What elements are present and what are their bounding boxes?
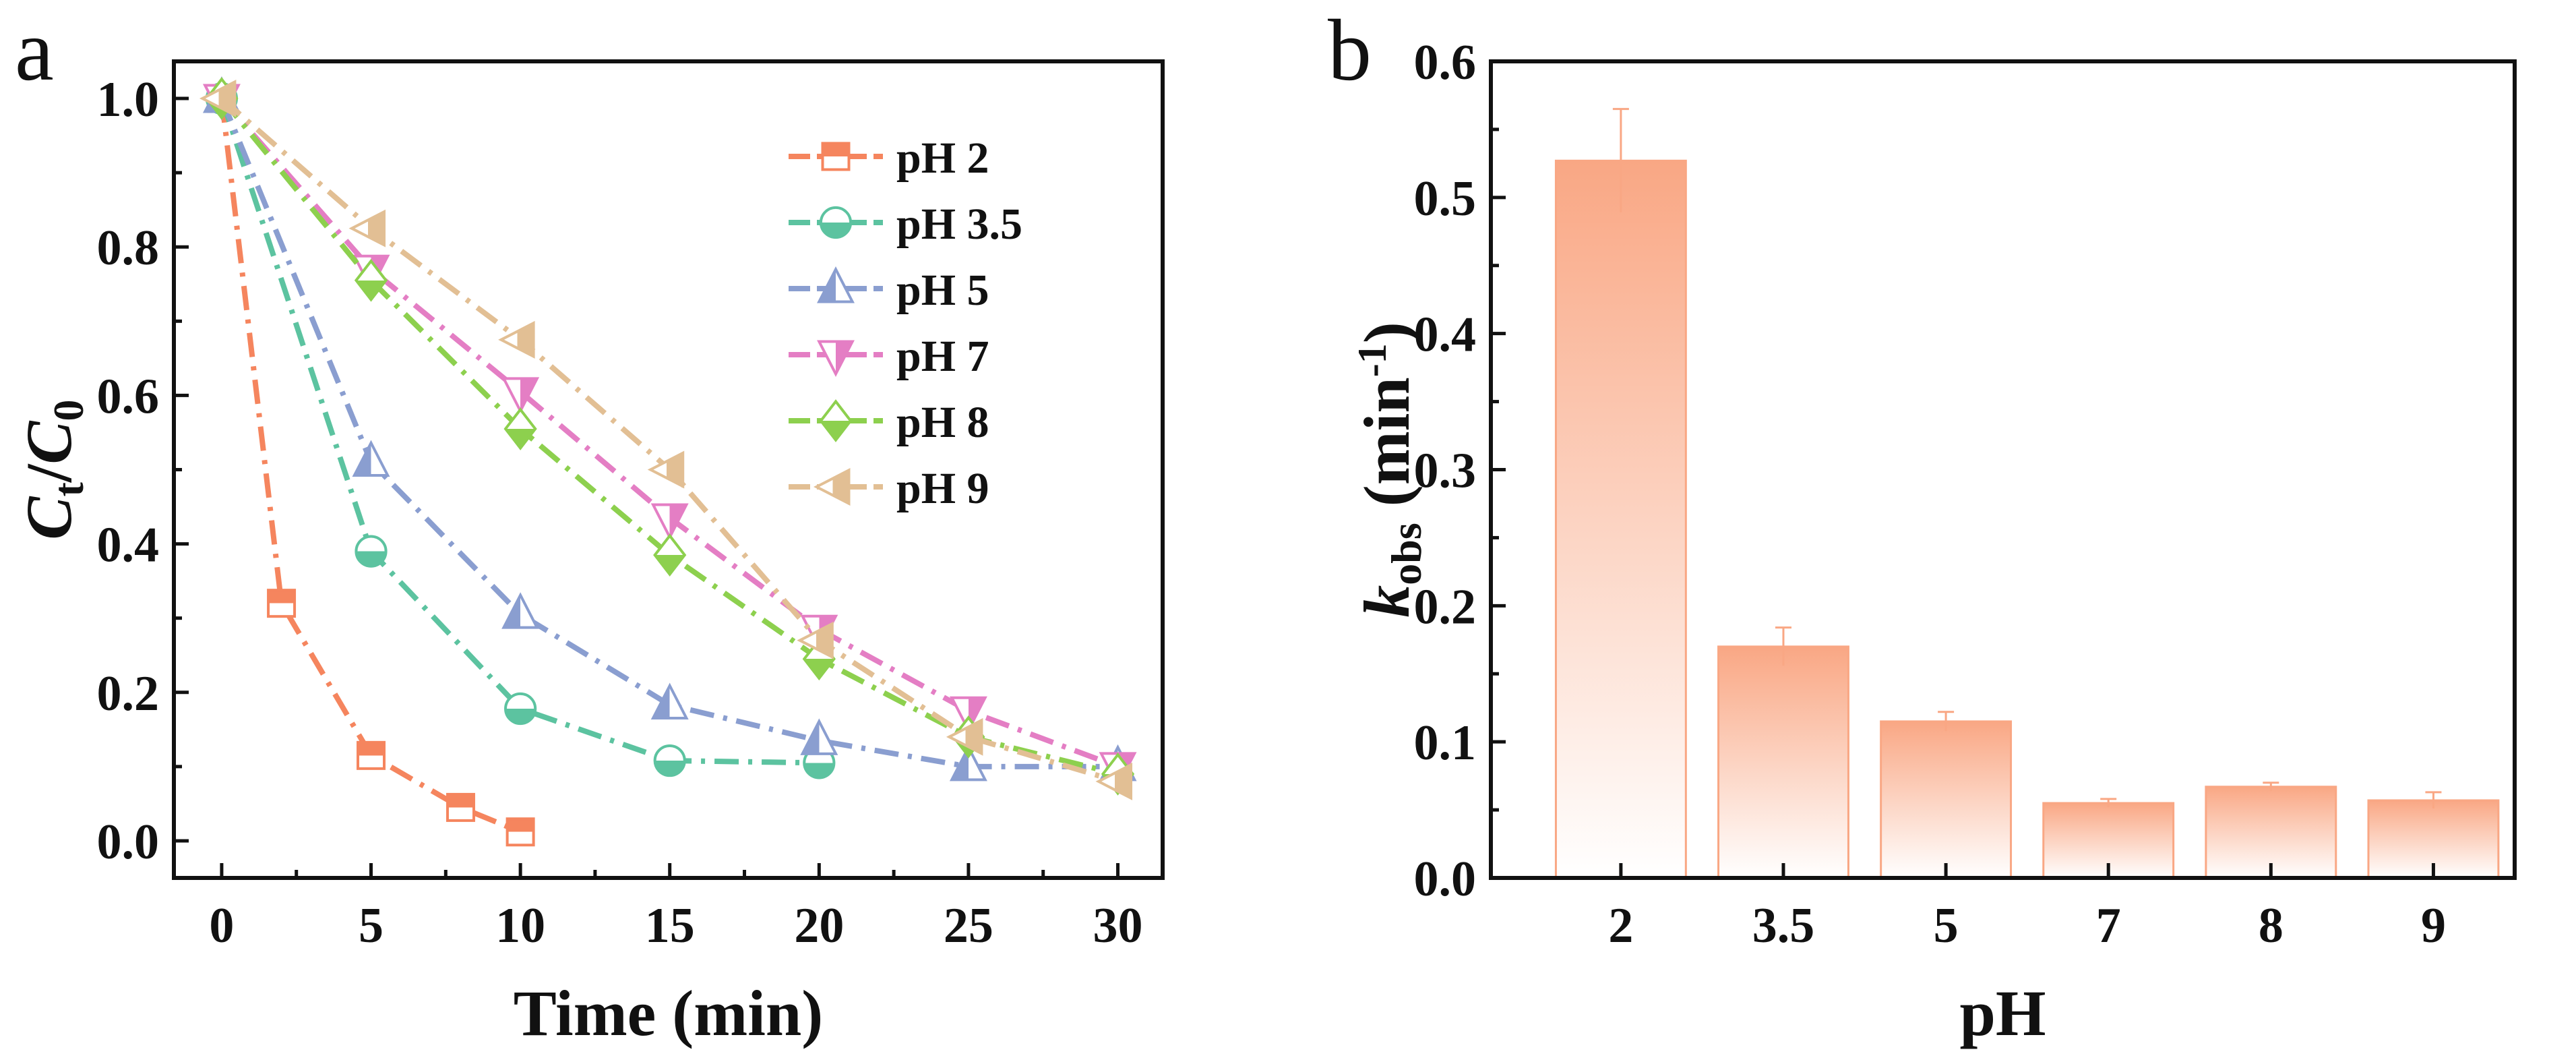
data-point	[348, 209, 386, 247]
data-point	[355, 535, 388, 568]
data-point	[354, 258, 388, 302]
data-point	[501, 377, 540, 414]
y-axis-title-part: -1	[1350, 343, 1394, 377]
y-tick-label: 0.3	[1414, 444, 1477, 499]
y-axis-title-part: 0	[44, 399, 92, 421]
y-tick-label: 0.8	[97, 220, 160, 276]
y-axis-title-part: t	[44, 481, 92, 496]
data-point	[357, 740, 386, 770]
y-tick-label: 0.1	[1414, 715, 1477, 771]
y-axis-title: Ct/C0	[13, 399, 92, 539]
x-tick-label: 2	[1608, 898, 1633, 953]
y-tick-label: 0.0	[97, 815, 160, 870]
panel-b-bar-chart: 2 3.5 5 7 8 9 0.0 0.1 0.2 0.3 0.4 0.5 0.6 pH kobs (min…	[1350, 35, 2517, 1049]
y-axis-title-part: )	[1351, 322, 1423, 343]
y-axis-title: kobs (min-1)	[1350, 322, 1430, 617]
data-point	[653, 744, 686, 777]
bar	[1880, 720, 2013, 879]
data-point	[352, 440, 390, 477]
data-point	[504, 692, 537, 726]
legend-label: pH 7	[896, 332, 989, 381]
data-point	[653, 533, 687, 577]
y-tick-label: 0.6	[1414, 35, 1477, 90]
y-tick-label: 0.2	[1414, 579, 1477, 635]
data-point	[949, 696, 987, 734]
x-tick-label: 0	[209, 898, 234, 953]
data-point	[446, 792, 475, 822]
y-tick-label: 0.5	[1414, 171, 1477, 227]
x-tick-label: 5	[359, 898, 384, 953]
bar	[1717, 645, 1849, 879]
bar	[1554, 159, 1687, 879]
series-pH-7	[202, 84, 1137, 789]
x-tick-label: 15	[645, 898, 695, 953]
x-tick-label: 25	[944, 898, 993, 953]
x-axis-title: pH	[1959, 977, 2046, 1049]
y-axis-title-part: k	[1351, 585, 1423, 618]
y-axis-title-part: C	[13, 421, 85, 465]
legend-label: pH 5	[896, 266, 989, 315]
panel-label-a: a	[15, 2, 54, 99]
data-point	[501, 592, 540, 629]
bar	[2205, 786, 2337, 879]
legend-marker	[814, 468, 851, 506]
x-tick-label: 5	[1934, 898, 1959, 953]
data-point	[946, 717, 983, 756]
data-point	[1095, 762, 1133, 800]
data-point	[797, 621, 834, 659]
data-point	[949, 744, 987, 782]
series-pH-5	[202, 76, 1137, 782]
x-tick-label: 8	[2259, 898, 2283, 953]
legend-label: pH 9	[896, 464, 989, 513]
legend-marker	[817, 340, 855, 377]
data-point	[650, 503, 689, 541]
legend-marker	[821, 142, 851, 171]
data-point	[503, 407, 537, 450]
y-tick-label: 1.0	[97, 72, 160, 127]
data-point	[267, 589, 297, 618]
legend-label: pH 2	[896, 134, 989, 183]
legend-label: pH 3.5	[896, 200, 1022, 249]
x-tick-label: 30	[1093, 898, 1143, 953]
x-axis-title: Time (min)	[514, 977, 824, 1049]
legend-marker	[819, 206, 853, 239]
data-point	[650, 682, 689, 719]
data-point	[800, 718, 838, 755]
y-tick-label: 0.4	[1414, 307, 1477, 363]
data-point	[498, 320, 535, 359]
x-tick-label: 20	[794, 898, 844, 953]
series-pH-9	[199, 80, 1133, 800]
x-tick-label: 9	[2421, 898, 2446, 953]
x-tick-label: 10	[495, 898, 545, 953]
x-tick-label: 3.5	[1752, 898, 1815, 953]
y-tick-label: 0.2	[97, 666, 160, 722]
legend-marker	[817, 266, 855, 303]
y-tick-label: 0.4	[97, 518, 160, 573]
y-axis-title-part: (min	[1351, 377, 1423, 523]
legend-marker	[819, 399, 853, 442]
y-axis-title-part: obs	[1382, 523, 1430, 585]
panel-a-line-chart: 0 5 10 15 20 25 30 0.0 0.2 0.4 0.6 0.8 1.0 Time (min)…	[13, 59, 1165, 1049]
data-point	[647, 450, 685, 489]
y-axis-title-part: /	[13, 463, 85, 483]
series-line	[219, 97, 820, 766]
x-tick-label: 7	[2096, 898, 2121, 953]
y-axis-title-part: C	[13, 496, 85, 540]
panel-label-b: b	[1328, 2, 1372, 99]
y-tick-label: 0.0	[1414, 852, 1477, 907]
legend-label: pH 8	[896, 398, 989, 447]
data-point	[199, 80, 237, 118]
y-tick-label: 0.6	[97, 369, 160, 424]
data-point	[505, 817, 535, 847]
